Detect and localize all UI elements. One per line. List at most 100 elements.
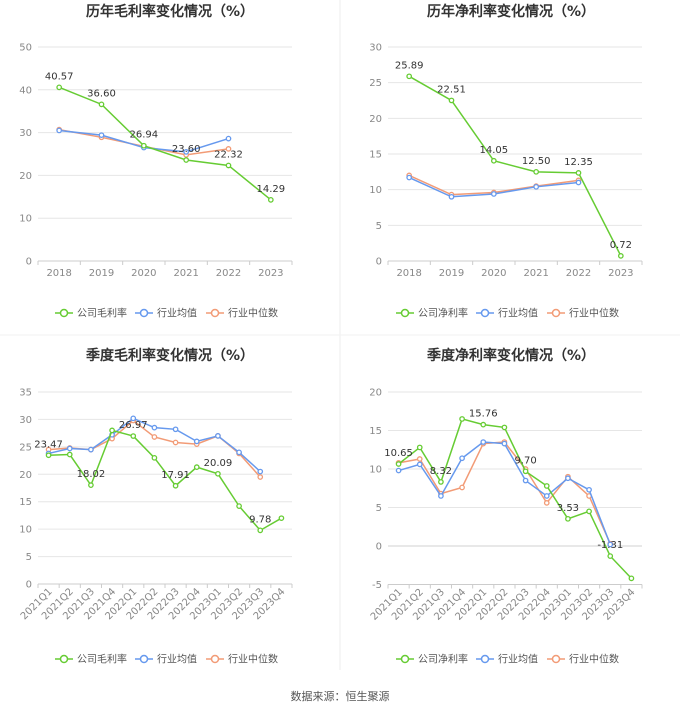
data-point-company — [617, 253, 624, 259]
y-tick-label: 0 — [376, 257, 382, 268]
data-point-industry_avg — [543, 493, 550, 499]
data-label: 14.29 — [257, 184, 286, 195]
legend-item-industry_median: 行业中位数 — [206, 653, 278, 666]
legend-label: 公司毛利率 — [77, 307, 127, 320]
legend-label: 公司净利率 — [418, 653, 468, 666]
y-tick-label: 5 — [376, 503, 382, 514]
data-label: 14.05 — [480, 145, 509, 156]
y-tick-label: 10 — [19, 525, 32, 536]
y-tick-label: 30 — [19, 128, 32, 139]
data-point-industry_avg — [66, 445, 73, 452]
data-point-company — [109, 427, 115, 434]
data-point-company — [193, 464, 200, 471]
data-point-company — [151, 454, 158, 461]
legend-marker — [400, 654, 410, 664]
legend-marker — [400, 308, 410, 318]
data-point-industry_avg — [183, 149, 190, 155]
x-tick-label: 2023 — [258, 268, 283, 279]
y-tick-label: 40 — [19, 85, 32, 96]
legend-label: 行业均值 — [498, 307, 538, 320]
data-label: 8.32 — [430, 466, 452, 477]
data-point-industry_median — [225, 146, 232, 152]
data-point-company — [416, 444, 423, 451]
data-point-company — [66, 451, 73, 458]
legend-label: 行业中位数 — [569, 307, 619, 320]
data-label: 22.51 — [437, 84, 466, 95]
data-source: 数据来源：恒生聚源 — [290, 690, 390, 703]
legend-item-company: 公司毛利率 — [55, 307, 127, 320]
data-label: 12.50 — [522, 156, 551, 167]
data-point-industry_median — [543, 500, 550, 506]
y-tick-label: 35 — [19, 388, 32, 399]
x-tick-label: 2021 — [523, 268, 548, 279]
y-tick-label: 15 — [369, 150, 382, 161]
data-label: 0.72 — [610, 240, 632, 251]
x-tick-label: 2022 — [216, 268, 241, 279]
legend-label: 公司净利率 — [418, 307, 468, 320]
data-point-industry_median — [416, 456, 423, 462]
chart-4: 季度净利率变化情况（%）-5051015202021Q12021Q22021Q3… — [369, 347, 643, 666]
data-point-industry_avg — [533, 183, 540, 190]
data-point-industry_avg — [88, 446, 94, 453]
data-point-industry_avg — [98, 132, 105, 139]
legend-label: 行业中位数 — [228, 653, 278, 666]
legend-marker — [480, 654, 490, 664]
legend-marker — [480, 308, 490, 318]
data-point-company — [98, 101, 105, 108]
data-point-company — [278, 515, 285, 522]
x-tick-label: 2020 — [131, 268, 156, 279]
y-tick-label: 0 — [26, 580, 32, 591]
data-point-industry_avg — [490, 191, 497, 197]
y-tick-label: 30 — [19, 415, 32, 426]
data-point-industry_avg — [448, 193, 455, 200]
chart-title: 历年净利率变化情况（%） — [427, 3, 595, 20]
data-point-company — [183, 157, 190, 163]
data-point-industry_avg — [501, 440, 508, 447]
y-tick-label: 20 — [369, 114, 382, 125]
data-label: 12.35 — [564, 157, 593, 168]
legend-item-industry_avg: 行业均值 — [476, 307, 538, 320]
y-tick-label: 25 — [19, 442, 32, 453]
data-label: 40.57 — [45, 71, 74, 82]
y-tick-label: 20 — [19, 171, 32, 182]
data-point-company — [448, 97, 455, 104]
data-point-industry_avg — [416, 461, 423, 468]
legend-marker — [210, 654, 220, 664]
data-point-industry_avg — [395, 467, 402, 474]
data-point-industry_avg — [438, 493, 444, 499]
data-point-company — [533, 168, 540, 175]
data-point-industry_avg — [215, 433, 221, 439]
legend-marker — [59, 308, 69, 318]
x-tick-label: 2021 — [173, 268, 198, 279]
y-tick-label: 15 — [369, 426, 382, 437]
data-label: 22.32 — [214, 149, 243, 160]
data-label: 9.70 — [514, 455, 536, 466]
y-tick-label: 0 — [26, 257, 32, 268]
legend-item-industry_avg: 行业均值 — [476, 653, 538, 666]
data-point-industry_avg — [522, 477, 529, 484]
x-tick-label: 2022 — [566, 268, 591, 279]
data-point-industry_avg — [172, 426, 179, 433]
legend-item-industry_median: 行业中位数 — [547, 307, 619, 320]
data-point-company — [459, 416, 465, 422]
series-line-industry_median — [398, 441, 611, 544]
data-point-company — [575, 170, 582, 176]
data-point-industry_median — [459, 484, 465, 491]
x-tick-label: 2018 — [396, 268, 421, 279]
chart-1: 历年毛利率变化情况（%） 0 10 20 30 40 50 2018 2019 2020 2021 2… — [19, 3, 293, 320]
series-line-company — [58, 86, 272, 201]
data-label: 23.60 — [172, 144, 201, 155]
y-tick-label: 5 — [26, 552, 32, 563]
y-tick-label: 25 — [369, 78, 382, 89]
data-label: 15.76 — [469, 409, 498, 420]
data-point-company — [438, 479, 444, 485]
data-point-company — [395, 461, 402, 467]
data-point-industry_avg — [406, 174, 413, 181]
data-point-company — [130, 433, 137, 439]
legend-item-industry_median: 行业中位数 — [547, 653, 619, 666]
data-label: 17.91 — [161, 470, 190, 481]
data-point-company — [225, 162, 232, 169]
data-point-company — [628, 575, 635, 582]
data-point-industry_avg — [565, 475, 571, 482]
data-label: 10.65 — [384, 448, 413, 459]
